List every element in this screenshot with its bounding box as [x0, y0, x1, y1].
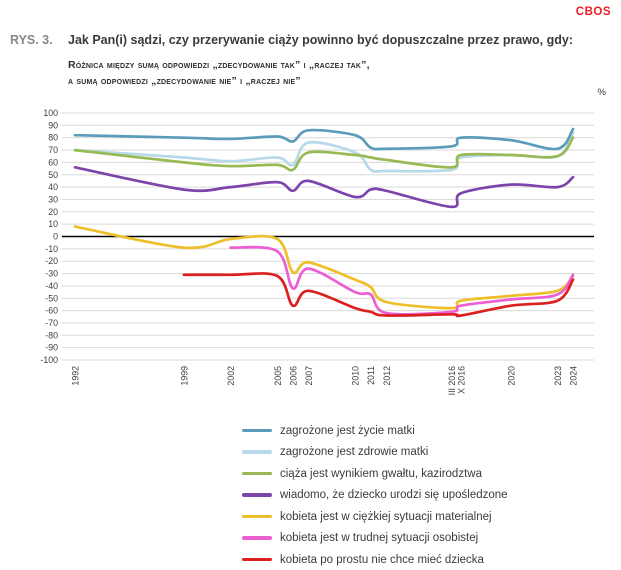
x-tick-label: 2010: [351, 366, 361, 386]
figure-subtitle-line2: a sumą odpowiedzi „zdecydowanie nie” i „…: [68, 74, 301, 87]
legend-item-sytuacja-osobista: kobieta jest w trudnej sytuacji osobiste…: [242, 532, 508, 545]
x-axis-labels: 1992 1999 2002 2005 2006 2007 2010 2011 2012 III …: [71, 366, 579, 395]
y-tick-label: 60: [48, 157, 58, 167]
legend-item-zdrowie-matki: zagrożone jest zdrowie matki: [242, 446, 508, 459]
legend-item-uposledzenie: wiadomo, że dziecko urodzi się upośledzo…: [242, 489, 508, 502]
y-tick-label: -100: [40, 355, 58, 365]
x-tick-label: 2007: [304, 366, 314, 386]
x-tick-label: 2020: [506, 366, 516, 386]
y-tick-label: -50: [45, 293, 58, 303]
y-tick-label: 10: [48, 219, 58, 229]
legend-label: kobieta po prostu nie chce mieć dziecka: [280, 553, 484, 566]
legend-label: kobieta jest w trudnej sytuacji osobiste…: [280, 532, 479, 544]
y-tick-label: -90: [45, 343, 58, 353]
grid-and-y-axis: 1009080706050403020100-10-20-30-40-50-60…: [40, 108, 594, 365]
figure-header: RYS. 3. Jak Pan(i) sądzi, czy przerywani…: [10, 33, 610, 47]
legend-item-zycie-matki: zagrożone jest życie matki: [242, 424, 508, 437]
x-tick-label: 2006: [288, 366, 298, 386]
figure-subtitle: Różnica między sumą odpowiedzi „zdecydow…: [68, 58, 370, 90]
legend-swatch: [242, 557, 272, 562]
unit-label: %: [597, 87, 606, 98]
legend-swatch: [242, 471, 272, 476]
y-tick-label: 90: [48, 120, 58, 130]
series-line-nie-chce-dziecka: [182, 272, 575, 318]
y-tick-label: -70: [45, 318, 58, 328]
legend-item-gwalt-kazirodztwo: ciąża jest wynikiem gwałtu, kazirodztwa: [242, 467, 508, 480]
y-tick-label: 80: [48, 133, 58, 143]
y-tick-label: -80: [45, 330, 58, 340]
y-tick-label: 0: [53, 232, 58, 242]
cbos-logo: CBOS: [575, 6, 611, 18]
chart-legend: zagrożone jest życie matki zagrożone jest…: [242, 424, 508, 566]
y-tick-label: -40: [45, 281, 58, 291]
legend-label: ciąża jest wynikiem gwałtu, kazirodztwa: [280, 467, 482, 480]
legend-swatch: [242, 514, 272, 519]
figure-number: RYS. 3.: [10, 33, 53, 47]
x-tick-label: 2002: [226, 366, 236, 386]
x-tick-label: 1992: [71, 366, 81, 386]
y-tick-label: 30: [48, 194, 58, 204]
series-line-zycie-matki: [73, 127, 575, 151]
y-tick-label: -60: [45, 306, 58, 316]
chart-canvas: 1009080706050403020100-10-20-30-40-50-60…: [40, 108, 594, 395]
legend-swatch: [242, 428, 272, 433]
legend-label: zagrożone jest życie matki: [280, 424, 415, 437]
legend-swatch: [242, 536, 272, 540]
legend-item-sytuacja-materialna: kobieta jest w ciężkiej sytuacji materia…: [242, 510, 508, 523]
x-tick-label: 2024: [569, 366, 579, 386]
legend-label: kobieta jest w ciężkiej sytuacji materia…: [280, 510, 492, 523]
y-tick-label: 50: [48, 170, 58, 180]
series-line-sytuacja-osobista: [229, 245, 575, 316]
legend-label: zagrożone jest zdrowie matki: [280, 446, 429, 458]
y-tick-label: -10: [45, 244, 58, 254]
x-tick-label: 2011: [366, 366, 376, 385]
legend-item-nie-chce-dziecka: kobieta po prostu nie chce mieć dziecka: [242, 553, 508, 566]
y-tick-label: 100: [43, 108, 58, 118]
series-line-uposledzenie: [73, 165, 575, 209]
y-tick-label: 20: [48, 207, 58, 217]
y-tick-label: 70: [48, 145, 58, 155]
y-tick-label: -30: [45, 269, 58, 279]
figure-subtitle-line1: Różnica między sumą odpowiedzi „zdecydow…: [68, 59, 370, 71]
x-tick-label: 2005: [273, 366, 283, 386]
figure-title: Jak Pan(i) sądzi, czy przerywanie ciąży …: [68, 33, 573, 47]
series-line-gwalt-kazirodztwo: [73, 136, 575, 172]
x-tick-label: 2023: [553, 366, 563, 386]
legend-label: wiadomo, że dziecko urodzi się upośledzo…: [280, 489, 508, 501]
legend-swatch: [242, 493, 272, 497]
y-tick-label: -20: [45, 256, 58, 266]
x-tick-label: X 2016: [456, 366, 466, 394]
x-tick-label: 1999: [179, 366, 189, 386]
y-tick-label: 40: [48, 182, 58, 192]
series-line-sytuacja-materialna: [73, 225, 575, 310]
legend-swatch: [242, 450, 272, 454]
x-tick-label: 2012: [382, 366, 392, 386]
x-tick-label: III 2016: [447, 366, 457, 395]
